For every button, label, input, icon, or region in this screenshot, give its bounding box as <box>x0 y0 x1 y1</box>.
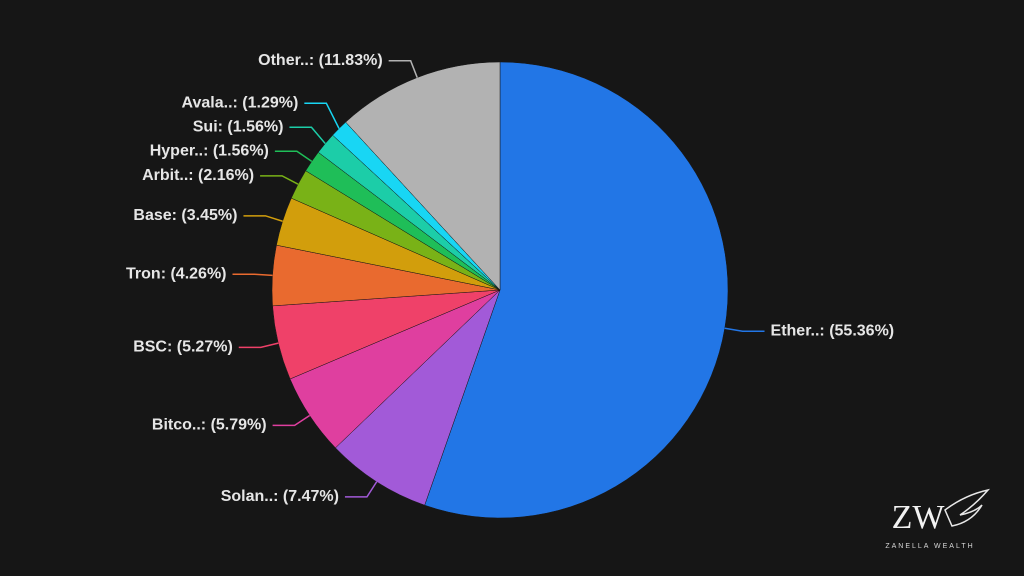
watermark-wing <box>944 488 991 527</box>
leader-line <box>232 273 273 277</box>
leader-line <box>238 342 279 349</box>
data-label: Hyper..: (1.56%) <box>150 142 269 159</box>
leader-line <box>388 60 418 78</box>
data-label: BSC: (5.27%) <box>133 339 233 356</box>
data-label: Arbit..: (2.16%) <box>142 167 254 184</box>
leader-line <box>344 481 378 498</box>
leader-line <box>724 327 765 332</box>
watermark-logo: ZW <box>892 499 946 536</box>
leader-line <box>274 150 313 162</box>
leader-line <box>289 126 326 145</box>
leader-line <box>260 175 299 185</box>
leader-line <box>304 102 340 129</box>
data-label: Avala..: (1.29%) <box>182 94 299 111</box>
data-label: Sui: (1.56%) <box>193 118 284 135</box>
pie-slice <box>335 289 501 506</box>
pie-slice <box>345 61 501 291</box>
data-label: Base: (3.45%) <box>133 207 237 224</box>
data-label: Tron: (4.26%) <box>126 265 226 282</box>
data-label: Bitco..: (5.79%) <box>152 417 267 434</box>
watermark-text: ZANELLA WEALTH <box>885 543 974 550</box>
data-label: Solan..: (7.47%) <box>221 488 339 505</box>
watermark: ZW ZANELLA WEALTH <box>885 488 991 550</box>
data-label: Ether..: (55.36%) <box>771 322 895 339</box>
leader-line <box>272 414 311 427</box>
leader-line <box>243 215 283 222</box>
data-label: Other..: (11.83%) <box>258 52 383 69</box>
pie-slice <box>424 61 729 519</box>
